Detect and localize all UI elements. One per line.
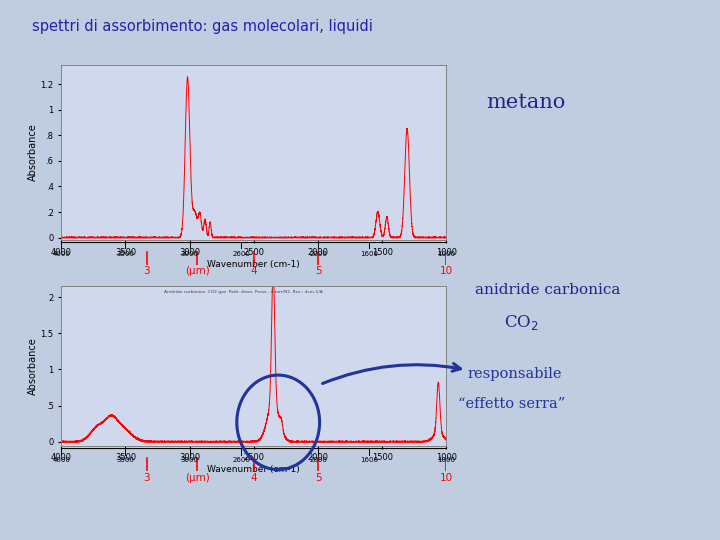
Text: 10: 10 <box>440 266 453 276</box>
Text: Anidride carbonica  CO2 gas  Path: 4mm, Press.: 4 torr/N2, Res.: 4cm-1/A: Anidride carbonica CO2 gas Path: 4mm, Pr… <box>164 290 323 294</box>
Text: 1000: 1000 <box>438 251 455 257</box>
Text: 1600: 1600 <box>361 251 379 257</box>
Text: 3000: 3000 <box>181 457 199 463</box>
Text: 4: 4 <box>251 472 257 483</box>
Text: 4000: 4000 <box>53 457 70 463</box>
Text: 5: 5 <box>315 472 321 483</box>
Text: (μm): (μm) <box>185 266 210 276</box>
Text: 2600: 2600 <box>232 251 250 257</box>
Text: 3500: 3500 <box>117 251 135 257</box>
Text: anidride carbonica: anidride carbonica <box>475 284 621 298</box>
Text: 3500: 3500 <box>117 457 135 463</box>
Y-axis label: Absorbance: Absorbance <box>27 124 37 181</box>
Text: 3: 3 <box>143 472 150 483</box>
Text: 1600: 1600 <box>361 457 379 463</box>
Text: 2000: 2000 <box>309 251 327 257</box>
X-axis label: Wavenumber (cm-1): Wavenumber (cm-1) <box>207 260 300 269</box>
Text: 2000: 2000 <box>309 457 327 463</box>
Text: 1000: 1000 <box>438 457 455 463</box>
Text: spettri di assorbimento: gas molecolari, liquidi: spettri di assorbimento: gas molecolari,… <box>32 19 373 34</box>
Text: metano: metano <box>486 93 565 112</box>
X-axis label: Wavenumber (cm-1): Wavenumber (cm-1) <box>207 465 300 474</box>
Text: 2600: 2600 <box>232 457 250 463</box>
Text: 3000: 3000 <box>181 251 199 257</box>
Text: “effetto serra”: “effetto serra” <box>458 397 565 411</box>
Text: 4: 4 <box>251 266 257 276</box>
Text: 4000: 4000 <box>53 251 70 257</box>
Text: responsabile: responsabile <box>468 367 562 381</box>
Text: (μm): (μm) <box>185 472 210 483</box>
Text: CO$_2$: CO$_2$ <box>504 313 539 332</box>
Y-axis label: Absorbance: Absorbance <box>27 337 37 395</box>
Text: 5: 5 <box>315 266 321 276</box>
Text: 3: 3 <box>143 266 150 276</box>
Text: 10: 10 <box>440 472 453 483</box>
